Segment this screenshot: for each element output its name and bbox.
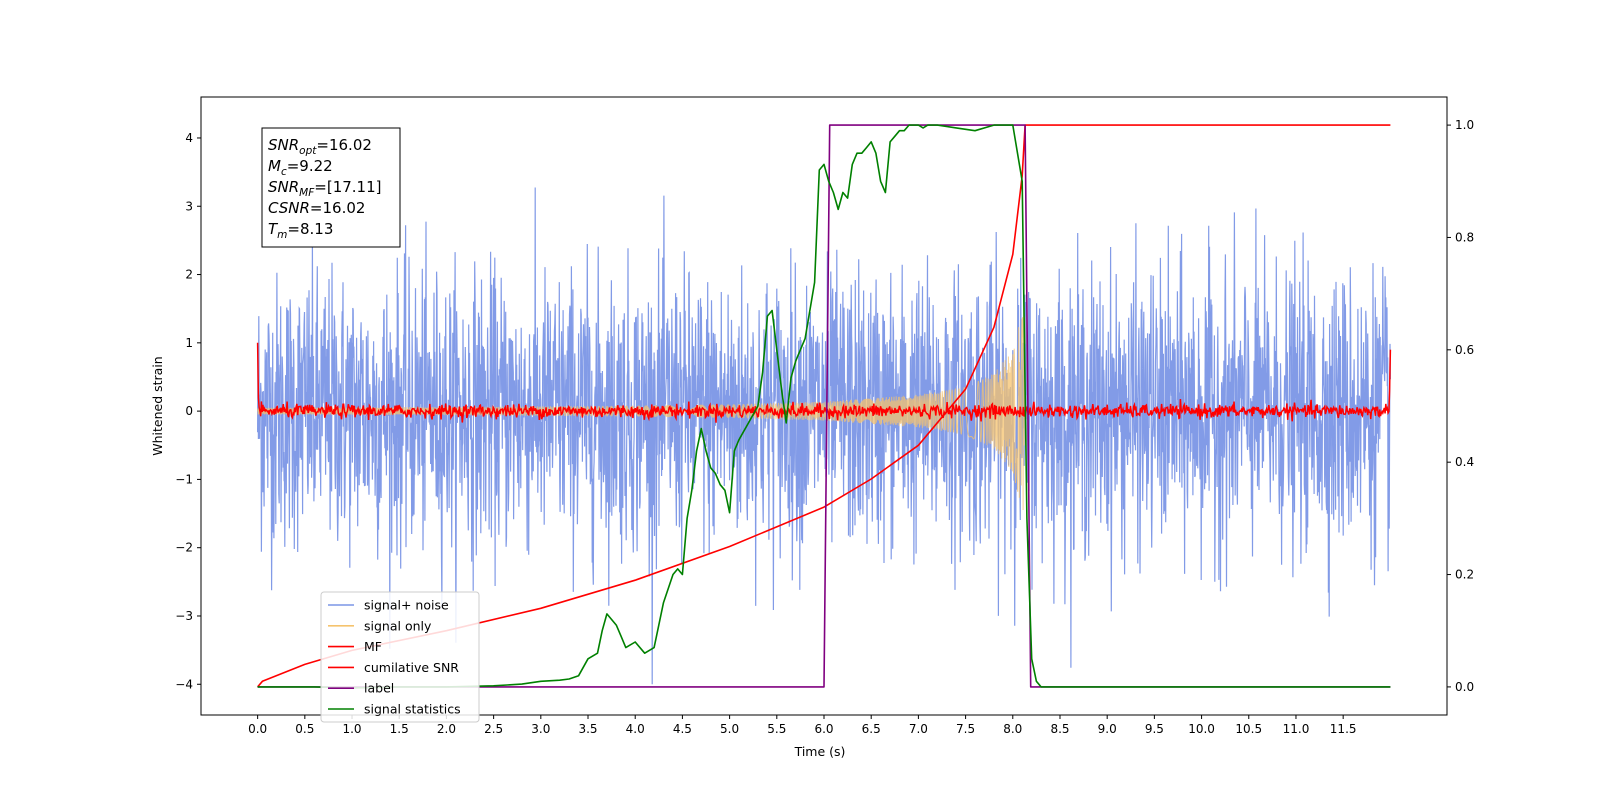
legend-label: cumilative SNR [364, 660, 459, 675]
info-box-frame [261, 127, 401, 248]
x-tick-label: 3.5 [578, 722, 597, 736]
x-tick-label: 6.0 [814, 722, 833, 736]
x-tick-label: 10.0 [1188, 722, 1215, 736]
y-axis-left: 4 3 2 1 0 −1 −2 −3 −4 [175, 131, 201, 691]
x-tick-label: 8.5 [1050, 722, 1069, 736]
y-right-tick-label: 0.6 [1455, 343, 1474, 357]
x-tick-label: 1.5 [390, 722, 409, 736]
x-tick-label: 6.5 [862, 722, 881, 736]
info-box-line: Tm=8.13 [268, 220, 333, 241]
y-right-tick-label: 0.0 [1455, 680, 1474, 694]
legend-label: signal statistics [364, 702, 461, 717]
x-tick-label: 0.5 [295, 722, 314, 736]
y-left-tick-label: 2 [185, 268, 193, 282]
y-left-tick-label: −2 [175, 541, 193, 555]
info-box: SNRopt=16.02Mc=9.22SNRMF=[17.11]CSNR=16.… [261, 127, 401, 248]
x-tick-label: 11.0 [1283, 722, 1310, 736]
legend: signal+ noise signal only MF cumilative SNR… [320, 591, 480, 723]
series-signal-statistics [257, 124, 1391, 689]
x-tick-label: 9.5 [1145, 722, 1164, 736]
y-right-tick-label: 1.0 [1455, 118, 1474, 132]
x-tick-label: 5.5 [767, 722, 786, 736]
y-left-tick-label: 1 [185, 336, 193, 350]
y-right-tick-label: 0.2 [1455, 568, 1474, 582]
y-left-tick-label: −4 [175, 677, 193, 691]
info-box-line: SNRopt=16.02 [268, 136, 372, 157]
x-tick-label: 3.0 [531, 722, 550, 736]
x-tick-label: 7.5 [956, 722, 975, 736]
x-tick-label: 5.0 [720, 722, 739, 736]
legend-label: MF [364, 639, 382, 654]
x-tick-label: 10.5 [1235, 722, 1262, 736]
legend-label: label [364, 681, 394, 696]
x-tick-label: 1.0 [342, 722, 361, 736]
x-tick-label: 2.0 [437, 722, 456, 736]
x-tick-label: 8.0 [1003, 722, 1022, 736]
x-tick-label: 4.0 [626, 722, 645, 736]
y-axis-right: 1.0 0.8 0.6 0.4 0.2 0.0 [1447, 118, 1474, 694]
legend-label: signal+ noise [364, 598, 449, 613]
x-tick-label: 4.5 [673, 722, 692, 736]
y-right-tick-label: 0.8 [1455, 230, 1474, 244]
y-left-tick-label: 3 [185, 199, 193, 213]
info-box-line: CSNR=16.02 [268, 199, 365, 217]
x-axis-label: Time (s) [794, 744, 846, 759]
y-right-tick-label: 0.4 [1455, 455, 1474, 469]
legend-label: signal only [364, 618, 432, 633]
x-tick-label: 7.0 [909, 722, 928, 736]
y-left-tick-label: 0 [185, 404, 193, 418]
y-axis-label: Whitened strain [150, 356, 165, 455]
series-mf [256, 342, 1392, 423]
x-tick-label: 2.5 [484, 722, 503, 736]
y-left-tick-label: 4 [185, 131, 193, 145]
x-tick-label: 9.0 [1098, 722, 1117, 736]
x-tick-label: 11.5 [1330, 722, 1357, 736]
info-box-line: Mc=9.22 [268, 157, 333, 178]
x-axis: 0.0 0.5 1.0 1.5 2.0 2.5 3.0 3.5 4.0 4.5 5.0 5.5 6.0 6… [248, 715, 1357, 736]
y-left-tick-label: −3 [175, 609, 193, 623]
y-left-tick-label: −1 [175, 472, 193, 486]
legend-frame [320, 591, 480, 723]
info-box-line: SNRMF=[17.11] [268, 178, 382, 199]
x-tick-label: 0.0 [248, 722, 267, 736]
